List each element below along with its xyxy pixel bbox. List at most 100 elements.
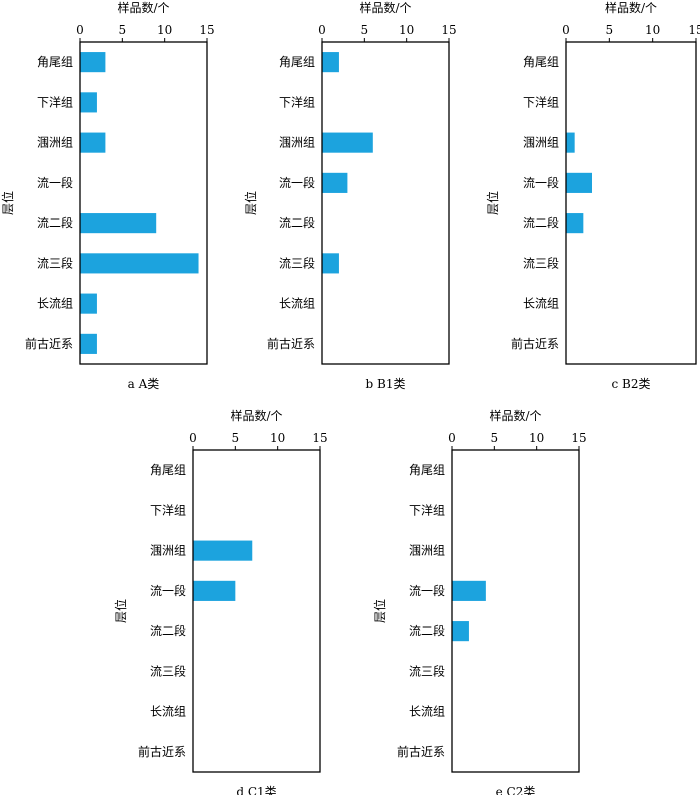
- panel-caption: d C1类: [236, 785, 276, 795]
- category-label: 下洋组: [523, 94, 559, 109]
- category-label: 前古近系: [397, 744, 445, 759]
- x-axis-label: 样品数/个: [230, 408, 282, 423]
- category-label: 下洋组: [37, 94, 73, 109]
- x-tick-label: 15: [688, 23, 700, 37]
- plot-frame: [451, 449, 580, 773]
- panel-caption: e C2类: [496, 785, 536, 795]
- category-label: 角尾组: [409, 463, 445, 477]
- x-tick-label: 10: [399, 23, 414, 37]
- panel-caption: b B1类: [366, 377, 406, 391]
- category-label: 涠洲组: [37, 136, 73, 150]
- category-label: 长流组: [150, 705, 186, 719]
- category-label: 长流组: [37, 297, 73, 311]
- bar-流一段: [452, 580, 486, 601]
- category-label: 涠洲组: [523, 136, 559, 150]
- category-label: 流二段: [37, 215, 73, 230]
- bar-流一段: [322, 172, 348, 193]
- category-label: 涠洲组: [409, 544, 445, 558]
- category-label: 流三段: [409, 663, 445, 678]
- y-axis-label: 层位: [243, 191, 258, 215]
- x-axis-label: 样品数/个: [117, 0, 169, 15]
- bar-流三段: [80, 253, 199, 274]
- category-label: 流二段: [523, 215, 559, 230]
- category-label: 长流组: [523, 297, 559, 311]
- y-axis-label: 层位: [113, 599, 128, 623]
- category-label: 角尾组: [279, 55, 315, 69]
- x-tick-label: 10: [645, 23, 660, 37]
- category-label: 流二段: [150, 623, 186, 638]
- category-label: 流一段: [150, 583, 186, 598]
- x-axis-label: 样品数/个: [489, 408, 541, 423]
- category-label: 长流组: [279, 297, 315, 311]
- bar-涠洲组: [322, 132, 373, 153]
- x-tick-label: 15: [571, 431, 586, 445]
- panel-caption: a A类: [128, 377, 160, 391]
- x-tick-label: 5: [606, 23, 614, 37]
- x-tick-label: 0: [189, 431, 197, 445]
- x-tick-label: 5: [232, 431, 240, 445]
- category-label: 涠洲组: [279, 136, 315, 150]
- x-tick-label: 5: [361, 23, 369, 37]
- x-tick-label: 10: [270, 431, 285, 445]
- category-label: 涠洲组: [150, 544, 186, 558]
- x-tick-label: 15: [312, 431, 327, 445]
- category-label: 流一段: [37, 175, 73, 190]
- y-axis-label: 层位: [372, 599, 387, 623]
- x-tick-label: 0: [318, 23, 326, 37]
- category-label: 流三段: [279, 255, 315, 270]
- x-tick-label: 10: [157, 23, 172, 37]
- y-axis-label: 层位: [485, 191, 500, 215]
- bar-下洋组: [80, 92, 97, 113]
- category-label: 流二段: [409, 623, 445, 638]
- plot-frame: [321, 41, 450, 365]
- category-label: 流一段: [523, 175, 559, 190]
- x-tick-label: 15: [441, 23, 456, 37]
- bar-涠洲组: [193, 540, 253, 561]
- category-label: 流一段: [279, 175, 315, 190]
- plot-frame: [79, 41, 208, 365]
- y-axis-label: 层位: [0, 191, 15, 215]
- panel-caption: c B2类: [612, 377, 651, 391]
- category-label: 前古近系: [267, 336, 315, 351]
- x-tick-label: 15: [199, 23, 214, 37]
- bar-前古近系: [80, 333, 97, 354]
- x-axis-label: 样品数/个: [359, 0, 411, 15]
- bar-流一段: [566, 172, 592, 193]
- category-label: 角尾组: [150, 463, 186, 477]
- category-label: 前古近系: [25, 336, 73, 351]
- bar-长流组: [80, 293, 97, 314]
- bar-流二段: [452, 621, 469, 642]
- x-tick-label: 0: [448, 431, 456, 445]
- category-label: 下洋组: [279, 94, 315, 109]
- x-tick-label: 0: [562, 23, 570, 37]
- category-label: 流二段: [279, 215, 315, 230]
- category-label: 流三段: [37, 255, 73, 270]
- bar-角尾组: [322, 52, 339, 73]
- bar-涠洲组: [566, 132, 575, 153]
- category-label: 流三段: [150, 663, 186, 678]
- category-label: 下洋组: [409, 502, 445, 517]
- x-tick-label: 5: [491, 431, 499, 445]
- bar-涠洲组: [80, 132, 106, 153]
- category-label: 前古近系: [138, 744, 186, 759]
- category-label: 流三段: [523, 255, 559, 270]
- category-label: 角尾组: [37, 55, 73, 69]
- bar-流一段: [193, 580, 236, 601]
- bar-流二段: [80, 213, 157, 234]
- bar-流二段: [566, 213, 584, 234]
- plot-frame: [565, 41, 697, 365]
- x-tick-label: 5: [119, 23, 127, 37]
- x-tick-label: 0: [76, 23, 84, 37]
- category-label: 长流组: [409, 705, 445, 719]
- bar-流三段: [322, 253, 339, 274]
- category-label: 下洋组: [150, 502, 186, 517]
- category-label: 流一段: [409, 583, 445, 598]
- bar-角尾组: [80, 52, 106, 73]
- plot-frame: [192, 449, 321, 773]
